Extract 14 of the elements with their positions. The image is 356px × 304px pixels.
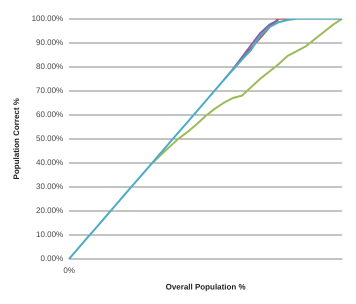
y-tick-label: 70.00% <box>36 86 64 96</box>
y-tick-label: 100.00% <box>32 14 64 24</box>
y-tick-label: 50.00% <box>36 134 64 144</box>
y-axis-title: Population Correct % <box>12 98 22 180</box>
y-tick-label: 90.00% <box>36 38 64 48</box>
y-tick-label: 60.00% <box>36 110 64 120</box>
y-tick-label: 10.00% <box>36 230 64 240</box>
y-tick-label: 30.00% <box>36 182 64 192</box>
x-axis-title: Overall Population % <box>166 282 246 292</box>
y-tick-label: 0.00% <box>40 254 64 264</box>
y-tick-label: 80.00% <box>36 62 64 72</box>
y-tick-label: 20.00% <box>36 206 64 216</box>
x-tick-label: 0% <box>63 266 75 275</box>
y-tick-label: 40.00% <box>36 158 64 168</box>
